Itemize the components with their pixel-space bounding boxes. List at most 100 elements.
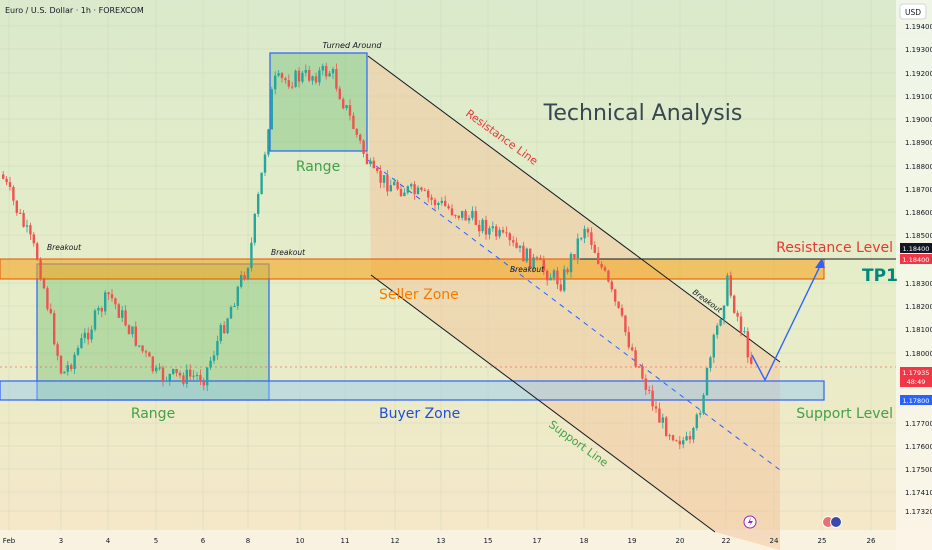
breakout-label-3: Breakout: [510, 265, 545, 274]
candle-body: [36, 243, 39, 260]
candle-body: [46, 288, 49, 309]
price-axis-panel: [896, 0, 932, 550]
candle-body: [311, 76, 314, 81]
candle-body: [688, 436, 692, 440]
candle-body: [274, 75, 277, 90]
candle-body: [76, 347, 80, 355]
candle-body: [484, 219, 488, 235]
time-axis: Feb 3 4 5 6 8 10 11 12 13 15 17 18 19 20 22 24 25 26: [3, 537, 876, 545]
candle-body: [682, 440, 685, 445]
candle-body: [277, 73, 280, 76]
time-tick-label: 11: [341, 537, 350, 545]
price-axis: 1.19400 1.19300 1.19200 1.19100 1.19000 1.189…: [905, 23, 932, 516]
candle-body: [631, 347, 634, 351]
price-tag: [900, 367, 932, 387]
price-tick-label: 1.19000: [905, 116, 932, 124]
candle-body: [121, 310, 124, 318]
candle-body: [5, 178, 8, 183]
support-level-label: Support Level: [796, 406, 893, 422]
candle-body: [117, 304, 120, 318]
candle-body: [658, 408, 661, 423]
buyer-zone-label: Buyer Zone: [379, 406, 460, 422]
candle-body: [301, 72, 304, 82]
seller-zone-label: Seller Zone: [379, 287, 459, 303]
candle-body: [512, 240, 515, 243]
candle-body: [155, 367, 158, 372]
candle-body: [359, 134, 362, 141]
candle-body: [610, 281, 613, 290]
candle-body: [736, 312, 739, 317]
candle-body: [685, 436, 688, 441]
symbol-title: Euro / U.S. Dollar · 1h · FOREXCOM: [5, 6, 144, 15]
candle-body: [614, 289, 617, 302]
candle-body: [294, 70, 297, 87]
candle-body: [32, 234, 35, 244]
turned-around-label: Turned Around: [323, 41, 383, 50]
candle-body: [508, 233, 511, 241]
candle-body: [287, 80, 290, 87]
currency-button[interactable]: [899, 3, 927, 20]
price-tick-label: 1.17500: [905, 466, 932, 474]
candle-body: [620, 307, 624, 316]
price-tick-label: 1.18600: [905, 209, 932, 217]
candle-body: [253, 213, 256, 243]
time-axis-panel: [0, 530, 896, 550]
candle-body: [189, 369, 192, 377]
price-tick-label: 1.19400: [905, 23, 932, 31]
candle-body: [49, 308, 52, 314]
candle-body: [661, 417, 664, 423]
candle-body: [600, 263, 603, 268]
candle-body: [325, 65, 328, 77]
buyer-zone-band: [0, 380, 825, 401]
seller-zone-band: [0, 258, 825, 280]
candle-body: [100, 308, 103, 312]
candle-body: [280, 73, 284, 79]
candle-body: [739, 316, 743, 333]
candle-body: [161, 367, 165, 381]
candle-body: [586, 228, 590, 233]
candle-body: [199, 374, 202, 382]
analysis-title: Technical Analysis: [543, 101, 743, 126]
candle-body: [182, 375, 185, 384]
time-tick-label: 13: [437, 537, 446, 545]
candle-body: [406, 186, 409, 193]
price-tag: [900, 395, 932, 405]
candle-body: [209, 360, 212, 368]
candle-body: [382, 175, 386, 183]
candle-body: [552, 270, 556, 278]
resistance-level-label: Resistance Level: [776, 240, 893, 256]
channel-support-line: [370, 274, 716, 533]
lightning-glyph: [748, 517, 753, 527]
candle-body: [158, 367, 161, 369]
candle-body: [151, 356, 154, 372]
candle-body: [2, 174, 5, 179]
candle-body: [457, 215, 460, 218]
price-tick-label: 1.18500: [905, 232, 932, 240]
candle-body: [73, 354, 76, 369]
range-label-top: Range: [296, 159, 340, 175]
candle-body: [19, 212, 22, 214]
candle-body: [498, 229, 501, 237]
candle-body: [743, 331, 746, 333]
candle-body: [104, 292, 107, 312]
candle-body: [144, 351, 148, 353]
candle-body: [304, 70, 307, 73]
candle-body: [603, 267, 607, 271]
channel-resistance-line: [367, 55, 781, 363]
candle-body: [481, 219, 484, 232]
flag-event-icon-us[interactable]: [830, 516, 842, 528]
candle-body: [569, 254, 573, 273]
candle-body: [257, 194, 260, 214]
candle-body: [532, 257, 535, 269]
candle-body: [399, 188, 403, 197]
price-tag-value: 1.18400: [903, 245, 930, 253]
candle-body: [440, 200, 443, 204]
price-tick-label: 1.17320: [905, 508, 932, 516]
candle-body: [386, 175, 389, 192]
candle-body: [420, 187, 423, 190]
candle-body: [379, 170, 382, 183]
candle-body: [410, 184, 413, 187]
candle-body: [124, 310, 127, 326]
